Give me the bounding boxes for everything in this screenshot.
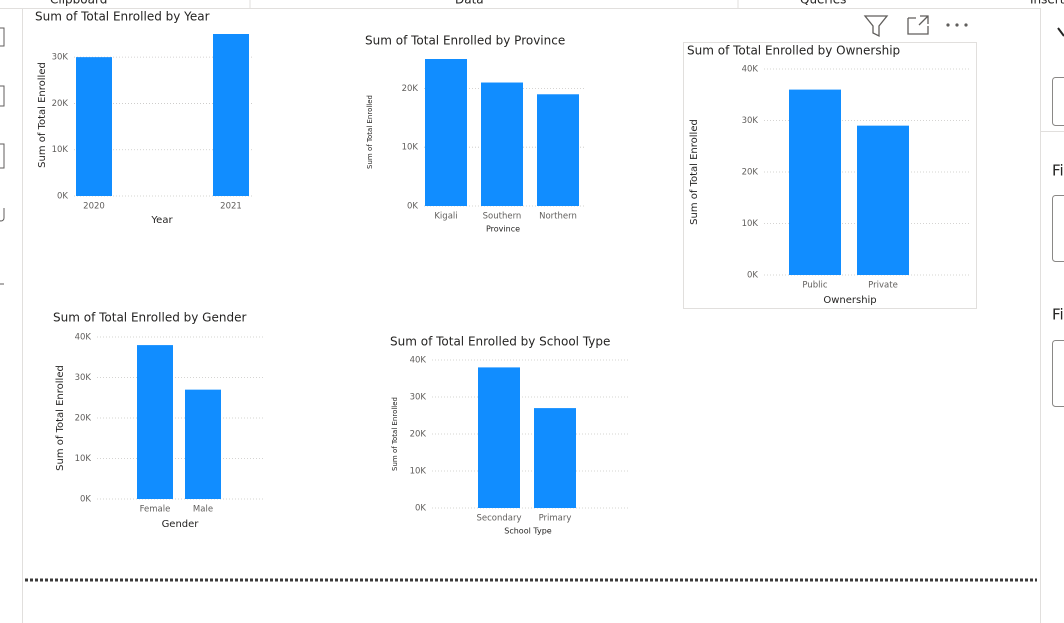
x-tick-label: Kigali bbox=[434, 212, 457, 222]
bar bbox=[534, 408, 576, 508]
x-axis-title: Year bbox=[150, 215, 173, 226]
y-axis-title: Sum of Total Enrolled bbox=[55, 365, 66, 471]
filter-well[interactable] bbox=[1052, 195, 1064, 262]
y-tick-label: 20K bbox=[410, 430, 427, 440]
query-icon[interactable] bbox=[0, 266, 4, 285]
y-tick-label: 30K bbox=[410, 393, 427, 403]
dot bbox=[964, 23, 968, 27]
dax-icon[interactable] bbox=[0, 208, 5, 222]
y-tick-label: 10K bbox=[410, 467, 427, 477]
collapse-icon[interactable] bbox=[1057, 27, 1064, 37]
chart-title: Sum of Total Enrolled by Province bbox=[365, 34, 565, 48]
search-box[interactable] bbox=[1052, 77, 1064, 126]
y-axis-title: Sum of Total Enrolled bbox=[366, 95, 374, 169]
pane-label: Fi bbox=[1052, 306, 1064, 324]
x-tick-label: Secondary bbox=[476, 514, 521, 524]
y-axis-title: Sum of Total Enrolled bbox=[391, 397, 399, 471]
chart-title: Sum of Total Enrolled by Gender bbox=[53, 311, 246, 325]
dot bbox=[946, 23, 950, 27]
x-axis-title: Ownership bbox=[823, 295, 876, 306]
bar bbox=[478, 367, 520, 508]
x-tick-label: Northern bbox=[539, 212, 577, 222]
y-axis-title: Sum of Total Enrolled bbox=[689, 119, 700, 225]
sidebar-icons bbox=[0, 27, 5, 285]
bar bbox=[789, 89, 841, 275]
ribbon-group: Clipboard bbox=[50, 0, 107, 7]
model-view-icon[interactable] bbox=[0, 143, 5, 169]
x-tick-label: Male bbox=[193, 505, 213, 515]
y-tick-label: 40K bbox=[410, 356, 427, 366]
y-tick-label: 20K bbox=[52, 99, 69, 109]
chart-title: Sum of Total Enrolled by School Type bbox=[390, 335, 610, 349]
y-tick-label: 30K bbox=[742, 116, 759, 126]
selected-visual-border bbox=[683, 42, 977, 309]
ribbon-group: Data bbox=[455, 0, 484, 7]
filter-well[interactable] bbox=[1052, 340, 1064, 407]
y-tick-label: 0K bbox=[415, 504, 426, 514]
chart-title: Sum of Total Enrolled by Ownership bbox=[687, 44, 900, 58]
x-axis-title: School Type bbox=[504, 527, 552, 536]
x-tick-label: Female bbox=[140, 505, 171, 515]
y-tick-label: 20K bbox=[402, 84, 419, 94]
y-tick-label: 10K bbox=[75, 454, 92, 464]
x-tick-label: Public bbox=[802, 281, 827, 291]
bar bbox=[857, 125, 909, 276]
x-tick-label: Primary bbox=[539, 514, 572, 524]
ribbon-group: Queries bbox=[800, 0, 846, 7]
bar bbox=[137, 345, 173, 499]
y-tick-label: 20K bbox=[75, 414, 92, 424]
bar bbox=[213, 34, 249, 196]
bar bbox=[185, 389, 221, 499]
x-axis-title: Gender bbox=[162, 519, 200, 530]
y-tick-label: 0K bbox=[407, 202, 418, 212]
y-tick-label: 10K bbox=[742, 219, 759, 229]
x-axis-title: Province bbox=[486, 225, 520, 234]
visual-header bbox=[863, 15, 929, 38]
bar bbox=[76, 57, 112, 197]
y-tick-label: 0K bbox=[80, 495, 91, 505]
y-tick-label: 30K bbox=[75, 373, 92, 383]
ribbon-strip bbox=[0, 0, 1064, 8]
focus-icon[interactable] bbox=[907, 15, 929, 35]
y-axis-title: Sum of Total Enrolled bbox=[37, 62, 48, 168]
bar bbox=[425, 59, 467, 206]
y-tick-label: 0K bbox=[57, 192, 68, 202]
y-tick-label: 40K bbox=[742, 65, 759, 75]
dot bbox=[955, 23, 959, 27]
x-tick-label: Private bbox=[868, 281, 898, 291]
y-tick-label: 20K bbox=[742, 168, 759, 178]
chart-title: Sum of Total Enrolled by Year bbox=[35, 10, 210, 24]
more-options[interactable] bbox=[946, 23, 968, 27]
table-view-icon[interactable] bbox=[0, 85, 5, 107]
x-tick-label: Southern bbox=[483, 212, 522, 222]
y-tick-label: 0K bbox=[747, 271, 758, 281]
x-tick-label: 2020 bbox=[83, 202, 105, 212]
y-tick-label: 10K bbox=[52, 145, 69, 155]
bar bbox=[481, 82, 523, 206]
x-tick-label: 2021 bbox=[220, 202, 242, 212]
y-tick-label: 10K bbox=[402, 143, 419, 153]
filter-icon[interactable] bbox=[863, 15, 889, 38]
pane-label: Fi bbox=[1052, 162, 1064, 180]
bar bbox=[537, 94, 579, 206]
y-tick-label: 40K bbox=[75, 333, 92, 343]
report-view-icon[interactable] bbox=[0, 27, 5, 47]
ribbon-group: Insert bbox=[1030, 0, 1064, 7]
y-tick-label: 30K bbox=[52, 53, 69, 63]
